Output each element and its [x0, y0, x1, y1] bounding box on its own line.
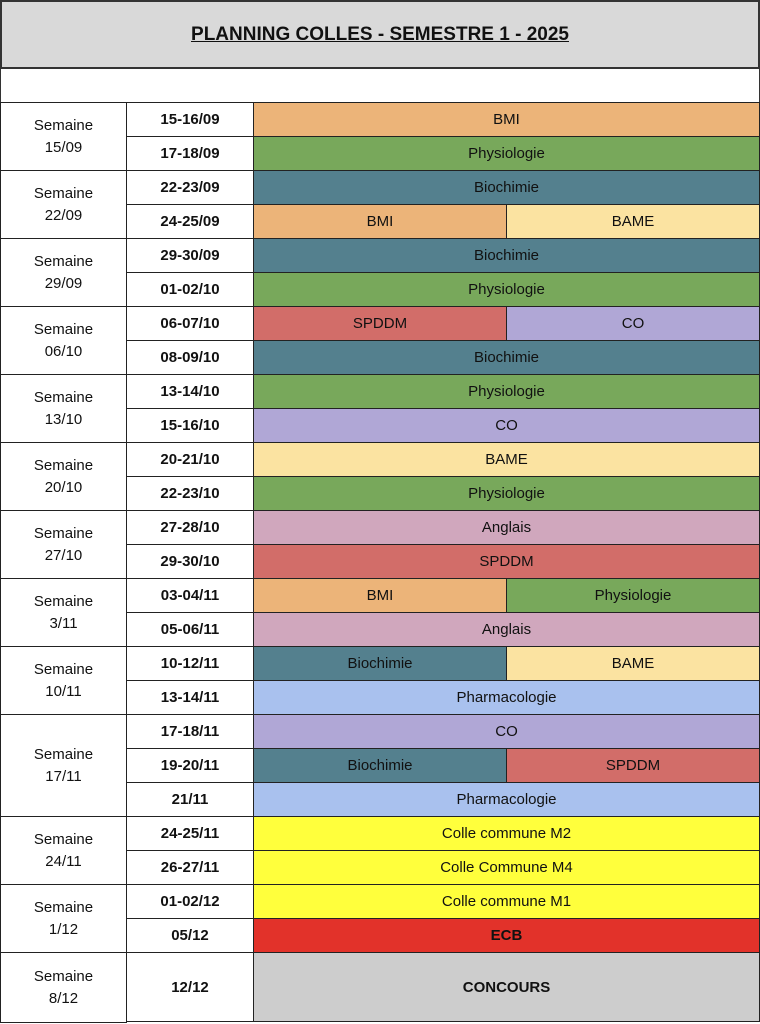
session-date: 13-14/10	[126, 374, 254, 409]
session-date: 13-14/11	[126, 680, 254, 715]
subject-cell: Colle commune M2	[253, 816, 760, 851]
week-label: Semaine	[33, 830, 94, 848]
week-date: 06/10	[44, 342, 83, 360]
subject-cell: Colle commune M1	[253, 884, 760, 919]
week-label-cell: Semaine 1/12	[0, 884, 127, 953]
subject-cell: ECB	[253, 918, 760, 953]
week-label: Semaine	[33, 967, 94, 985]
subject-cell: SPDDM	[253, 306, 507, 341]
week-label: Semaine	[33, 388, 94, 406]
week-label-cell: Semaine 3/11	[0, 578, 127, 647]
session-date: 15-16/09	[126, 102, 254, 137]
session-date: 17-18/11	[126, 714, 254, 749]
subject-cell: Physiologie	[506, 578, 760, 613]
subject-cell: CO	[253, 408, 760, 443]
subject-cell: CO	[506, 306, 760, 341]
week-label: Semaine	[33, 524, 94, 542]
session-date: 22-23/10	[126, 476, 254, 511]
week-label-cell: Semaine 24/11	[0, 816, 127, 885]
page-title: PLANNING COLLES - SEMESTRE 1 - 2025	[0, 0, 760, 69]
week-label-cell: Semaine 29/09	[0, 238, 127, 307]
subject-cell: Biochimie	[253, 646, 507, 681]
week-date: 24/11	[45, 852, 82, 870]
subject-cell: Anglais	[253, 510, 760, 545]
week-date: 8/12	[48, 989, 79, 1007]
subject-cell: BMI	[253, 578, 507, 613]
week-label: Semaine	[33, 252, 94, 270]
week-label: Semaine	[33, 745, 94, 763]
subject-cell: Physiologie	[253, 476, 760, 511]
subject-cell: BAME	[253, 442, 760, 477]
week-date: 13/10	[44, 410, 83, 428]
week-date: 29/09	[44, 274, 83, 292]
session-date: 20-21/10	[126, 442, 254, 477]
session-date: 26-27/11	[126, 850, 254, 885]
subject-cell: BMI	[253, 204, 507, 239]
week-label: Semaine	[33, 660, 94, 678]
week-label: Semaine	[33, 116, 94, 134]
session-date: 03-04/11	[126, 578, 254, 613]
session-date: 05/12	[126, 918, 254, 953]
session-date: 17-18/09	[126, 136, 254, 171]
week-label: Semaine	[33, 898, 94, 916]
session-date: 06-07/10	[126, 306, 254, 341]
subject-cell: Biochimie	[253, 340, 760, 375]
week-date: 17/11	[45, 767, 82, 785]
week-label-cell: Semaine 10/11	[0, 646, 127, 715]
week-date: 3/11	[49, 614, 78, 632]
subject-cell: Physiologie	[253, 272, 760, 307]
week-date: 27/10	[44, 546, 83, 564]
session-date: 24-25/09	[126, 204, 254, 239]
subject-cell: CONCOURS	[253, 952, 760, 1022]
session-date: 01-02/12	[126, 884, 254, 919]
subject-cell: SPDDM	[506, 748, 760, 783]
subject-cell: BMI	[253, 102, 760, 137]
session-date: 21/11	[126, 782, 254, 817]
week-label: Semaine	[33, 320, 94, 338]
subject-cell: Colle Commune M4	[253, 850, 760, 885]
session-date: 29-30/09	[126, 238, 254, 273]
subject-cell: BAME	[506, 204, 760, 239]
subject-cell: Pharmacologie	[253, 782, 760, 817]
subject-cell: Biochimie	[253, 170, 760, 205]
subject-cell: SPDDM	[253, 544, 760, 579]
session-date: 22-23/09	[126, 170, 254, 205]
subject-cell: Biochimie	[253, 748, 507, 783]
session-date: 05-06/11	[126, 612, 254, 647]
subject-cell: BAME	[506, 646, 760, 681]
week-label-cell: Semaine 8/12	[0, 952, 127, 1023]
subject-cell: Physiologie	[253, 374, 760, 409]
week-label-cell: Semaine 13/10	[0, 374, 127, 443]
week-label-cell: Semaine 06/10	[0, 306, 127, 375]
subject-cell: Pharmacologie	[253, 680, 760, 715]
session-date: 10-12/11	[126, 646, 254, 681]
subject-cell: Biochimie	[253, 238, 760, 273]
session-date: 24-25/11	[126, 816, 254, 851]
session-date: 19-20/11	[126, 748, 254, 783]
session-date: 27-28/10	[126, 510, 254, 545]
week-label-cell: Semaine 22/09	[0, 170, 127, 239]
week-label: Semaine	[33, 456, 94, 474]
week-date: 10/11	[45, 682, 82, 700]
session-date: 01-02/10	[126, 272, 254, 307]
subject-cell: Anglais	[253, 612, 760, 647]
session-date: 12/12	[126, 952, 254, 1022]
week-date: 15/09	[44, 138, 83, 156]
week-label: Semaine	[33, 592, 94, 610]
week-date: 22/09	[44, 206, 83, 224]
session-date: 15-16/10	[126, 408, 254, 443]
week-label: Semaine	[33, 184, 94, 202]
week-label-cell: Semaine 20/10	[0, 442, 127, 511]
session-date: 08-09/10	[126, 340, 254, 375]
blank-row	[0, 68, 760, 103]
subject-cell: Physiologie	[253, 136, 760, 171]
week-date: 1/12	[48, 920, 79, 938]
week-label-cell: Semaine 15/09	[0, 102, 127, 171]
week-label-cell: Semaine 17/11	[0, 714, 127, 817]
week-date: 20/10	[44, 478, 83, 496]
subject-cell: CO	[253, 714, 760, 749]
week-label-cell: Semaine 27/10	[0, 510, 127, 579]
session-date: 29-30/10	[126, 544, 254, 579]
